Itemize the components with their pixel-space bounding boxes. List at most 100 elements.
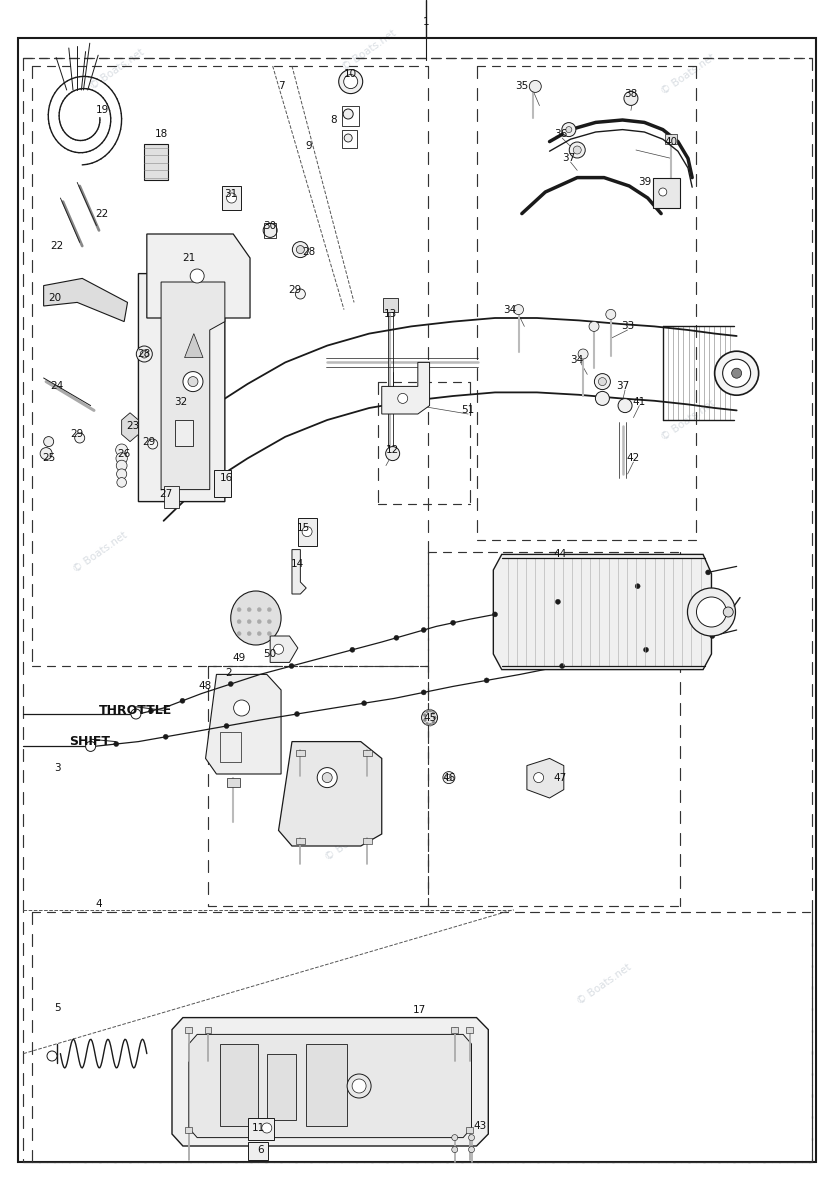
Text: 47: 47 <box>554 773 567 782</box>
Text: 34: 34 <box>503 305 517 314</box>
Circle shape <box>117 469 127 479</box>
Text: 7: 7 <box>278 82 284 91</box>
Circle shape <box>492 612 498 617</box>
Text: 34: 34 <box>571 355 584 365</box>
Bar <box>227 778 240 787</box>
Text: 24: 24 <box>50 382 64 391</box>
Circle shape <box>421 690 426 695</box>
Text: 12: 12 <box>386 445 399 455</box>
Circle shape <box>433 716 436 719</box>
Circle shape <box>116 452 128 464</box>
Circle shape <box>343 109 353 119</box>
Circle shape <box>116 444 128 456</box>
Text: 6: 6 <box>257 1145 263 1154</box>
Text: © Boats.net: © Boats.net <box>72 529 129 575</box>
Bar <box>185 1127 192 1133</box>
Polygon shape <box>279 742 382 846</box>
Bar <box>466 1127 473 1133</box>
Text: 43: 43 <box>473 1121 487 1130</box>
Text: 42: 42 <box>627 454 640 463</box>
Circle shape <box>47 1051 57 1061</box>
Circle shape <box>723 607 733 617</box>
Polygon shape <box>147 234 250 318</box>
Circle shape <box>268 619 271 624</box>
Text: 4: 4 <box>96 899 102 908</box>
Text: 29: 29 <box>289 286 302 295</box>
Circle shape <box>425 710 429 713</box>
Circle shape <box>114 742 118 746</box>
Circle shape <box>421 628 426 632</box>
Circle shape <box>362 701 367 706</box>
Circle shape <box>424 719 426 721</box>
Text: 13: 13 <box>383 310 397 319</box>
Bar <box>144 144 168 180</box>
Text: 23: 23 <box>126 421 139 431</box>
Text: 15: 15 <box>297 523 310 533</box>
Circle shape <box>188 377 198 386</box>
Circle shape <box>386 446 399 461</box>
Polygon shape <box>189 1034 472 1138</box>
Text: 50: 50 <box>263 649 277 659</box>
Circle shape <box>274 644 284 654</box>
Circle shape <box>513 305 524 314</box>
Bar <box>205 1027 211 1033</box>
Circle shape <box>268 631 271 636</box>
Polygon shape <box>161 282 225 490</box>
Text: © Boats.net: © Boats.net <box>659 52 717 97</box>
Circle shape <box>295 289 305 299</box>
Text: 19: 19 <box>96 106 109 115</box>
Circle shape <box>687 588 736 636</box>
Circle shape <box>224 724 229 728</box>
Circle shape <box>86 742 96 751</box>
Circle shape <box>263 223 277 238</box>
Text: 49: 49 <box>232 653 246 662</box>
Text: 46: 46 <box>442 773 456 782</box>
Circle shape <box>317 768 337 787</box>
Circle shape <box>302 527 312 536</box>
Bar <box>264 223 276 238</box>
Text: 32: 32 <box>174 397 187 407</box>
Text: 44: 44 <box>554 550 567 559</box>
Circle shape <box>433 716 436 719</box>
Circle shape <box>75 433 85 443</box>
Circle shape <box>131 709 141 719</box>
Text: 36: 36 <box>554 130 567 139</box>
Circle shape <box>237 619 241 624</box>
Bar <box>296 750 305 756</box>
Circle shape <box>227 193 237 203</box>
Bar <box>363 750 372 756</box>
Circle shape <box>443 772 455 784</box>
Circle shape <box>344 134 352 142</box>
Circle shape <box>292 241 309 258</box>
Polygon shape <box>270 636 298 662</box>
Circle shape <box>424 714 426 716</box>
Circle shape <box>164 734 168 739</box>
Text: © Boats.net: © Boats.net <box>576 961 633 1007</box>
Circle shape <box>268 607 271 612</box>
Circle shape <box>451 1146 458 1152</box>
Circle shape <box>484 678 489 683</box>
Bar <box>466 1027 473 1033</box>
Text: 22: 22 <box>50 241 64 251</box>
Text: 25: 25 <box>42 454 55 463</box>
Text: 20: 20 <box>48 293 61 302</box>
Circle shape <box>606 310 616 319</box>
Circle shape <box>560 664 565 668</box>
Text: 28: 28 <box>302 247 315 257</box>
Circle shape <box>296 246 305 253</box>
Text: 18: 18 <box>154 130 168 139</box>
Text: SHIFT: SHIFT <box>69 736 110 748</box>
Circle shape <box>696 596 727 626</box>
Bar <box>214 470 231 497</box>
Bar <box>220 732 241 762</box>
Circle shape <box>710 634 715 638</box>
Circle shape <box>569 142 586 158</box>
Text: 14: 14 <box>291 559 305 569</box>
Bar <box>248 1118 274 1140</box>
Circle shape <box>451 620 456 625</box>
Bar <box>296 838 305 844</box>
Polygon shape <box>292 550 306 594</box>
Circle shape <box>350 647 355 653</box>
Circle shape <box>258 607 261 612</box>
Circle shape <box>117 460 127 470</box>
